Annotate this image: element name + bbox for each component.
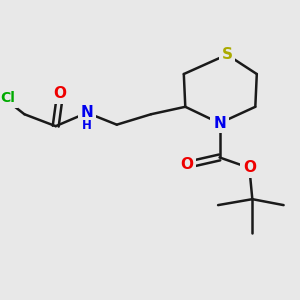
Text: O: O [54,86,67,101]
Text: H: H [82,119,92,132]
Text: S: S [221,47,233,62]
Text: O: O [243,160,256,175]
Text: O: O [180,158,193,172]
Text: N: N [81,105,93,120]
Text: N: N [213,116,226,131]
Text: Cl: Cl [1,91,16,105]
